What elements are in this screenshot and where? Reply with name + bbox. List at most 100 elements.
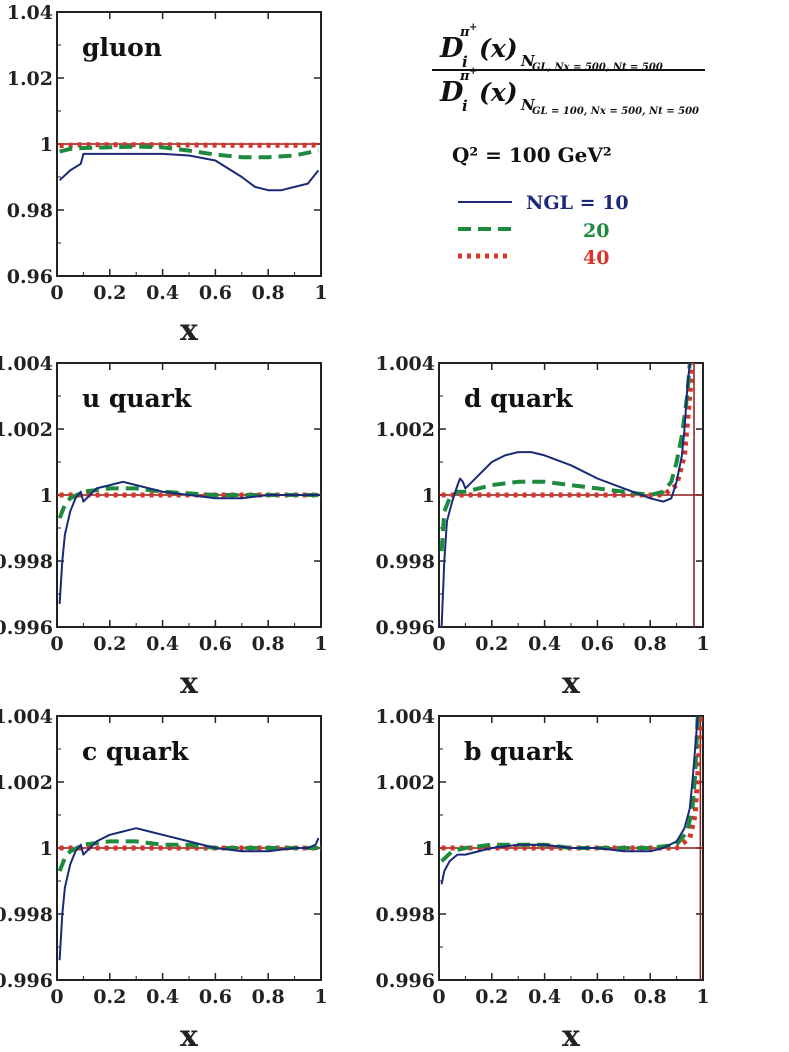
b-quark-x-axis-label: x [562,1019,581,1052]
d-quark-ytick-label: 1 [422,485,435,507]
u-quark-x-axis-label: x [180,666,199,701]
b-quark-series-ngl10 [440,716,699,885]
b-quark-xtick-label: 1 [696,986,709,1008]
d-quark-xtick-label: 0 [432,633,445,655]
formula-den-pi: π [459,69,470,84]
panel-c-quark: 0.996 0.998 1 1.002 1.004 0 0.2 0.4 0.6 0.8 1 x c qu… [0,706,328,1052]
c-quark-plot-area [57,827,321,961]
formula-num-i: i [462,53,468,71]
d-quark-ytick-label: 0.998 [376,551,436,573]
b-quark-ytick-label: 1.004 [376,706,436,728]
b-quark-plot-area [439,716,703,980]
u-quark-plot-area [57,480,321,604]
d-quark-series-ngl10 [440,363,691,627]
c-quark-xtick-label: 0.4 [146,986,179,1008]
gluon-ytick-label: 0.96 [7,266,53,288]
u-quark-panel-title: u quark [82,384,192,413]
c-quark-series-ngl20 [57,839,321,872]
d-quark-ytick-label: 0.996 [376,617,436,639]
c-quark-ytick-label: 1.004 [0,706,53,728]
gluon-xtick-label: 0.2 [93,282,126,304]
formula-den-N: N [520,96,536,114]
formula-num-arg: (x) [479,34,518,63]
c-quark-x-axis-label: x [180,1019,199,1052]
u-quark-xtick-label: 0.2 [93,633,126,655]
c-quark-xtick-label: 0.8 [252,986,285,1008]
d-quark-plot-area [439,363,703,627]
c-quark-panel-title: c quark [82,737,189,766]
u-quark-ytick-label: 0.996 [0,617,53,639]
u-quark-xtick-label: 1 [314,633,327,655]
u-quark-ytick-label: 1.004 [0,353,53,375]
d-quark-x-axis-label: x [562,666,581,701]
b-quark-ytick-label: 1.002 [376,772,436,794]
c-quark-xtick-label: 0.6 [199,986,232,1008]
panel-d-quark: 0.996 0.998 1 1.002 1.004 0 0.2 0.4 0.6 0.8 1 x d qu… [376,353,710,701]
b-quark-xtick-label: 0 [432,986,445,1008]
d-quark-ytick-label: 1.002 [376,419,436,441]
gluon-ytick-label: 0.98 [7,200,53,222]
b-quark-panel-title: b quark [464,737,573,766]
gluon-xtick-label: 0.4 [146,282,179,304]
b-quark-ytick-label: 0.998 [376,904,436,926]
legend: NGL = 10 20 40 [458,192,629,269]
c-quark-series-ngl10 [58,827,320,961]
formula-den-i: i [462,97,468,115]
b-quark-xtick-label: 0.8 [634,986,667,1008]
b-quark-xtick-label: 0.2 [475,986,508,1008]
b-quark-ytick-label: 1 [422,838,435,860]
d-quark-ytick-label: 1.004 [376,353,436,375]
gluon-series-ngl40 [59,142,319,149]
d-quark-xtick-label: 0.4 [528,633,561,655]
q2-label: Q² = 100 GeV² [452,143,612,167]
formula-den-arg: (x) [479,78,518,107]
gluon-x-axis-label: x [180,313,199,348]
gluon-ytick-label: 1.02 [7,68,53,90]
gluon-series-ngl20 [59,144,319,160]
b-quark-xtick-label: 0.4 [528,986,561,1008]
panel-b-quark: 0.996 0.998 1 1.002 1.004 0 0.2 0.4 0.6 0.8 1 x b qu… [376,706,710,1052]
formula-den-D: D [439,77,464,108]
u-quark-series-ngl10 [58,480,321,604]
formula-denominator: D i π + (x) N GL = 100, Nx = 500, Nt = 5… [439,66,699,117]
gluon-xtick-label: 1 [314,282,327,304]
c-quark-xtick-label: 0 [50,986,63,1008]
u-quark-ytick-label: 1.002 [0,419,53,441]
formula-den-plus: + [469,66,477,77]
formula-num-N: N [520,52,536,70]
b-quark-series-ngl40 [441,716,703,851]
gluon-series-ngl10 [58,152,320,192]
c-quark-ytick-label: 1 [40,838,53,860]
gluon-xtick-label: 0.6 [199,282,232,304]
legend-title: NGL = 10 [526,192,629,214]
c-quark-xtick-label: 0.2 [93,986,126,1008]
formula-num-plus: + [469,22,477,33]
gluon-panel-title: gluon [82,33,162,62]
d-quark-xtick-label: 0.2 [475,633,508,655]
u-quark-xtick-label: 0.6 [199,633,232,655]
formula-numerator: D i π + (x) N GL, Nx = 500, Nt = 500 [439,22,663,73]
u-quark-xtick-label: 0 [50,633,63,655]
u-quark-ytick-label: 1 [40,485,53,507]
c-quark-ytick-label: 1.002 [0,772,53,794]
u-quark-ytick-label: 0.998 [0,551,53,573]
gluon-xtick-label: 0 [50,282,63,304]
d-quark-series-ngl20 [439,363,692,552]
b-quark-xtick-label: 0.6 [581,986,614,1008]
formula-den-sub: GL = 100, Nx = 500, Nt = 500 [532,106,699,117]
formula-num-D: D [439,33,464,64]
panel-gluon: 0.96 0.98 1 1.02 1.04 0 0.2 0.4 0.6 0.8 1 x gluon [7,2,328,348]
gluon-xtick-label: 0.8 [252,282,285,304]
legend-entry-20: 20 [583,220,609,242]
panel-u-quark: 0.996 0.998 1 1.002 1.004 0 0.2 0.4 0.6 0.8 1 x u qu… [0,353,328,701]
d-quark-xtick-label: 0.6 [581,633,614,655]
gluon-ytick-label: 1 [40,134,53,156]
c-quark-xtick-label: 1 [314,986,327,1008]
c-quark-ytick-label: 0.998 [0,904,53,926]
u-quark-xtick-label: 0.8 [252,633,285,655]
legend-entry-40: 40 [583,247,609,269]
ratio-formula: D i π + (x) N GL, Nx = 500, Nt = 500 D i… [432,22,705,117]
formula-num-pi: π [459,25,470,40]
formula-num-sub: GL, Nx = 500, Nt = 500 [532,62,663,73]
